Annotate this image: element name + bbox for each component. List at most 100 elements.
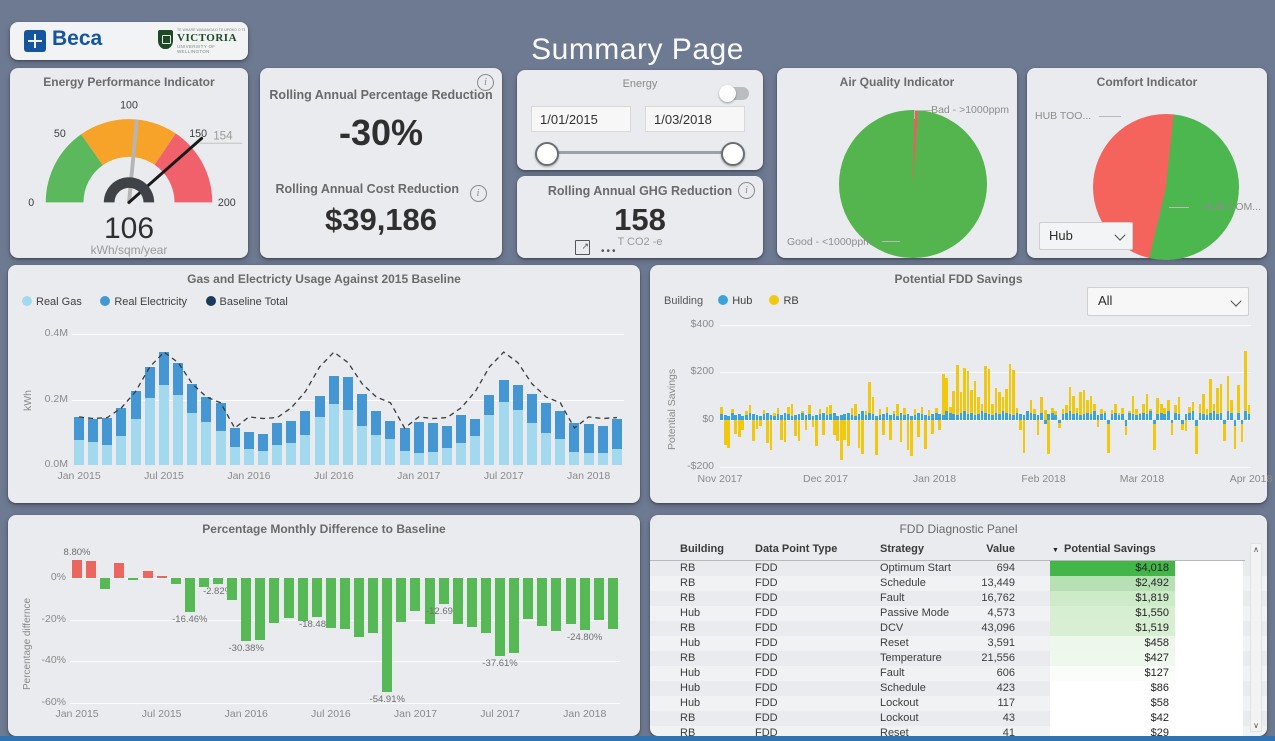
savings-bar-rb[interactable] bbox=[1159, 404, 1163, 420]
table-row[interactable]: Hub FDD Fault 606 $127 bbox=[650, 666, 1267, 681]
savings-bar-hub[interactable] bbox=[797, 413, 801, 420]
usage-bar-gas[interactable] bbox=[583, 453, 594, 465]
end-date-input[interactable] bbox=[645, 106, 745, 132]
savings-bar-rb[interactable] bbox=[871, 397, 875, 420]
savings-bar-rb[interactable] bbox=[913, 409, 917, 420]
usage-bar-electricity[interactable] bbox=[130, 391, 141, 420]
usage-bar-electricity[interactable] bbox=[512, 384, 523, 411]
savings-bar-hub[interactable] bbox=[1121, 413, 1124, 420]
savings-bar-rb[interactable] bbox=[861, 419, 864, 454]
savings-bar-rb[interactable] bbox=[966, 371, 970, 420]
usage-bar-electricity[interactable] bbox=[555, 410, 566, 440]
savings-bar-hub[interactable] bbox=[808, 413, 811, 420]
pct-bar[interactable] bbox=[255, 578, 266, 641]
savings-bar-hub[interactable] bbox=[913, 414, 917, 420]
pct-bar[interactable] bbox=[170, 578, 181, 585]
usage-bar-gas[interactable] bbox=[258, 450, 268, 465]
usage-bar-electricity[interactable] bbox=[413, 422, 424, 453]
savings-bar-hub[interactable] bbox=[759, 416, 762, 420]
savings-bar-rb[interactable] bbox=[896, 404, 899, 420]
usage-bar-gas[interactable] bbox=[286, 442, 297, 465]
savings-bar-hub[interactable] bbox=[1159, 412, 1163, 420]
savings-bar-hub[interactable] bbox=[938, 413, 942, 420]
savings-bar-hub[interactable] bbox=[966, 413, 970, 420]
savings-bar-rb[interactable] bbox=[850, 407, 854, 420]
legend-item-rb[interactable]: RB bbox=[769, 295, 799, 307]
start-date-input[interactable] bbox=[531, 106, 631, 132]
savings-bar-hub[interactable] bbox=[857, 413, 861, 420]
savings-bar-rb[interactable] bbox=[787, 406, 790, 420]
savings-bar-hub[interactable] bbox=[934, 412, 938, 420]
savings-bar-hub[interactable] bbox=[1072, 413, 1075, 420]
savings-bar-rb[interactable] bbox=[737, 419, 741, 438]
savings-bar-hub[interactable] bbox=[723, 414, 727, 420]
savings-bar-rb[interactable] bbox=[1184, 419, 1188, 432]
pct-bar[interactable] bbox=[579, 578, 590, 630]
pct-bar[interactable] bbox=[607, 578, 618, 630]
comfort-filter-dropdown[interactable]: Hub bbox=[1039, 222, 1133, 250]
savings-bar-hub[interactable] bbox=[1117, 414, 1121, 420]
savings-bar-hub[interactable] bbox=[963, 411, 966, 420]
savings-bar-rb[interactable] bbox=[1209, 379, 1212, 420]
savings-bar-hub[interactable] bbox=[1226, 411, 1230, 420]
savings-bar-rb[interactable] bbox=[1036, 419, 1040, 436]
legend-item-hub[interactable]: Hub bbox=[718, 295, 752, 307]
table-row[interactable]: RB FDD Fault 16,762 $1,819 bbox=[650, 591, 1267, 606]
savings-bar-hub[interactable] bbox=[762, 413, 766, 420]
savings-bar-rb[interactable] bbox=[790, 404, 794, 420]
savings-bar-rb[interactable] bbox=[727, 419, 731, 449]
usage-bar-gas[interactable] bbox=[385, 439, 396, 465]
savings-bar-hub[interactable] bbox=[1216, 413, 1219, 420]
table-row[interactable]: RB FDD Schedule 13,449 $2,492 bbox=[650, 576, 1267, 591]
savings-bar-hub[interactable] bbox=[1043, 419, 1047, 425]
savings-bar-hub[interactable] bbox=[920, 413, 924, 420]
savings-bar-rb[interactable] bbox=[1082, 390, 1086, 420]
savings-bar-hub[interactable] bbox=[1012, 414, 1015, 420]
savings-bar-hub[interactable] bbox=[829, 413, 832, 420]
savings-bar-hub[interactable] bbox=[885, 412, 889, 420]
savings-bar-hub[interactable] bbox=[1156, 413, 1160, 420]
savings-bar-hub[interactable] bbox=[822, 412, 825, 420]
savings-bar-rb[interactable] bbox=[959, 392, 963, 420]
savings-bar-hub[interactable] bbox=[1068, 411, 1072, 420]
usage-bar-gas[interactable] bbox=[229, 447, 240, 465]
savings-bar-rb[interactable] bbox=[970, 390, 973, 420]
savings-bar-hub[interactable] bbox=[871, 413, 875, 420]
usage-bar-electricity[interactable] bbox=[357, 394, 368, 427]
savings-bar-rb[interactable] bbox=[829, 405, 832, 420]
savings-bar-hub[interactable] bbox=[1110, 413, 1114, 420]
savings-bar-hub[interactable] bbox=[1089, 413, 1093, 420]
savings-bar-rb[interactable] bbox=[1237, 385, 1240, 420]
savings-bar-hub[interactable] bbox=[730, 412, 734, 420]
savings-bar-rb[interactable] bbox=[941, 373, 945, 420]
savings-bar-hub[interactable] bbox=[1128, 412, 1131, 420]
info-icon[interactable]: i bbox=[469, 185, 487, 202]
usage-bar-electricity[interactable] bbox=[201, 396, 212, 423]
pct-bar[interactable] bbox=[565, 578, 576, 625]
savings-bar-hub[interactable] bbox=[1008, 413, 1012, 420]
savings-bar-rb[interactable] bbox=[811, 419, 815, 427]
usage-bar-gas[interactable] bbox=[456, 443, 467, 465]
savings-bar-hub[interactable] bbox=[1240, 419, 1244, 425]
pct-bar[interactable] bbox=[325, 578, 336, 628]
usage-bar-gas[interactable] bbox=[442, 447, 452, 465]
savings-bar-rb[interactable] bbox=[1202, 393, 1205, 420]
usage-bar-electricity[interactable] bbox=[272, 423, 283, 445]
savings-bar-hub[interactable] bbox=[1247, 413, 1251, 420]
savings-bar-rb[interactable] bbox=[1121, 407, 1124, 420]
savings-bar-rb[interactable] bbox=[741, 419, 745, 431]
usage-bar-electricity[interactable] bbox=[484, 394, 495, 416]
usage-bar-gas[interactable] bbox=[243, 449, 254, 465]
usage-bar-electricity[interactable] bbox=[442, 425, 452, 448]
usage-bar-electricity[interactable] bbox=[583, 423, 594, 454]
savings-bar-rb[interactable] bbox=[1068, 386, 1072, 420]
savings-bar-hub[interactable] bbox=[1054, 414, 1058, 420]
savings-bar-rb[interactable] bbox=[1240, 419, 1244, 443]
savings-bar-rb[interactable] bbox=[878, 409, 882, 420]
usage-bar-gas[interactable] bbox=[116, 435, 127, 465]
savings-bar-hub[interactable] bbox=[748, 412, 752, 420]
usage-bar-gas[interactable] bbox=[144, 397, 155, 465]
savings-bar-hub[interactable] bbox=[1040, 412, 1043, 420]
usage-bar-electricity[interactable] bbox=[328, 375, 339, 405]
usage-bar-gas[interactable] bbox=[413, 452, 424, 465]
